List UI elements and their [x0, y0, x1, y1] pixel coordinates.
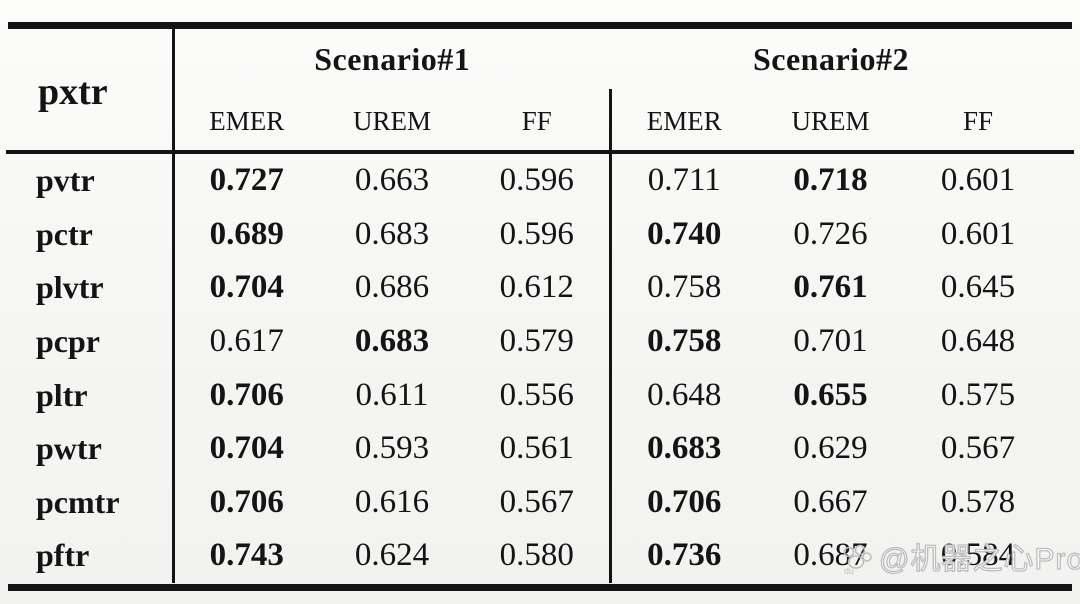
value-cell: 0.612	[499, 269, 574, 306]
value-cell: 0.567	[499, 483, 574, 520]
row-label-pcpr: pcpr	[8, 314, 175, 369]
value-cell: 0.593	[354, 430, 430, 467]
table-row: pcmtr 0.706 0.616 0.567 0.706 0.667 0.578	[8, 475, 1052, 530]
value-cell: 0.706	[209, 376, 284, 413]
value-cell: 0.561	[499, 430, 574, 467]
col-header-s1-emer: EMER	[209, 106, 285, 136]
row-label-pcmtr: pcmtr	[8, 475, 175, 530]
row-label-pvtr: pvtr	[8, 154, 175, 208]
value-cell: 0.616	[354, 483, 430, 520]
value-cell: 0.758	[608, 261, 757, 315]
table-bottom-rule	[8, 584, 1072, 591]
value-cell: 0.567	[940, 430, 1016, 467]
value-cell: 0.667	[793, 483, 868, 520]
value-cell: 0.556	[499, 376, 574, 413]
value-cell: 0.580	[499, 537, 574, 574]
table-row: pltr 0.706 0.611 0.556 0.648 0.655 0.575	[8, 368, 1052, 422]
table-row: pvtr 0.727 0.663 0.596 0.711 0.718 0.601	[8, 154, 1052, 208]
value-cell: 0.579	[499, 323, 574, 360]
value-cell: 0.726	[793, 215, 868, 252]
results-table: pxtr Scenario#1 Scenario#2 EMER UREM FF …	[8, 29, 1052, 583]
value-cell: 0.758	[608, 314, 757, 369]
value-cell: 0.686	[354, 269, 430, 306]
value-cell: 0.740	[608, 207, 757, 262]
value-cell: 0.611	[355, 376, 429, 413]
value-cell: 0.648	[608, 368, 757, 422]
value-cell: 0.689	[209, 215, 284, 252]
value-cell: 0.645	[940, 269, 1016, 306]
value-cell: 0.601	[940, 162, 1016, 199]
value-cell: 0.648	[940, 323, 1016, 360]
row-label-pctr: pctr	[8, 207, 175, 262]
value-cell: 0.711	[608, 154, 757, 208]
value-cell: 0.736	[608, 529, 757, 583]
value-cell: 0.601	[940, 215, 1016, 252]
value-cell: 0.701	[793, 323, 868, 360]
group-header-scenario1: Scenario#1	[314, 40, 471, 77]
group-header-scenario2: Scenario#2	[752, 40, 910, 77]
table-row: pftr 0.743 0.624 0.580 0.736 0.687 0.584	[8, 529, 1052, 583]
value-cell: 0.683	[608, 421, 757, 476]
row-label-plvtr: plvtr	[8, 261, 175, 315]
value-cell: 0.655	[793, 376, 868, 413]
value-cell: 0.596	[499, 162, 574, 199]
table-row: pctr 0.689 0.683 0.596 0.740 0.726 0.601	[8, 207, 1052, 262]
value-cell: 0.629	[793, 430, 868, 467]
col-header-s2-emer: EMER	[608, 89, 757, 154]
value-cell: 0.575	[940, 376, 1016, 413]
col-header-s1-ff: FF	[521, 106, 552, 136]
col-header-s1-urem: UREM	[352, 106, 431, 136]
value-cell: 0.683	[354, 215, 430, 252]
row-label-pftr: pftr	[8, 529, 175, 583]
value-cell: 0.687	[793, 537, 868, 574]
row-label-pltr: pltr	[8, 368, 175, 422]
value-cell: 0.727	[209, 162, 284, 199]
group-header-row: pxtr Scenario#1 Scenario#2	[8, 29, 1052, 154]
value-cell: 0.718	[793, 162, 868, 199]
col-header-s2-urem: UREM	[791, 106, 870, 136]
table-row: pcpr 0.617 0.683 0.579 0.758 0.701 0.648	[8, 314, 1052, 369]
table-row: pwtr 0.704 0.593 0.561 0.683 0.629 0.567	[8, 421, 1052, 476]
value-cell: 0.706	[608, 475, 757, 530]
value-cell: 0.663	[354, 162, 430, 199]
table-row: plvtr 0.704 0.686 0.612 0.758 0.761 0.645	[8, 261, 1052, 315]
row-label-pwtr: pwtr	[8, 421, 175, 476]
column-header-row: EMER UREM FF EMER UREM FF	[8, 89, 1052, 154]
value-cell: 0.578	[940, 483, 1016, 520]
value-cell: 0.683	[354, 323, 430, 360]
table-body: pvtr 0.727 0.663 0.596 0.711 0.718 0.601 pctr 0.…	[8, 154, 1052, 583]
table-top-rule	[8, 22, 1072, 29]
value-cell: 0.743	[209, 537, 284, 574]
value-cell: 0.617	[209, 323, 284, 360]
col-header-s2-ff: FF	[962, 106, 994, 136]
value-cell: 0.704	[209, 430, 284, 467]
value-cell: 0.706	[209, 483, 284, 520]
value-cell: 0.704	[209, 269, 284, 306]
value-cell: 0.761	[793, 269, 868, 306]
corner-header-pxtr: pxtr	[8, 29, 175, 154]
value-cell: 0.596	[499, 215, 574, 252]
value-cell: 0.584	[940, 537, 1016, 574]
table-header-rule	[6, 150, 1074, 154]
value-cell: 0.624	[354, 537, 430, 574]
